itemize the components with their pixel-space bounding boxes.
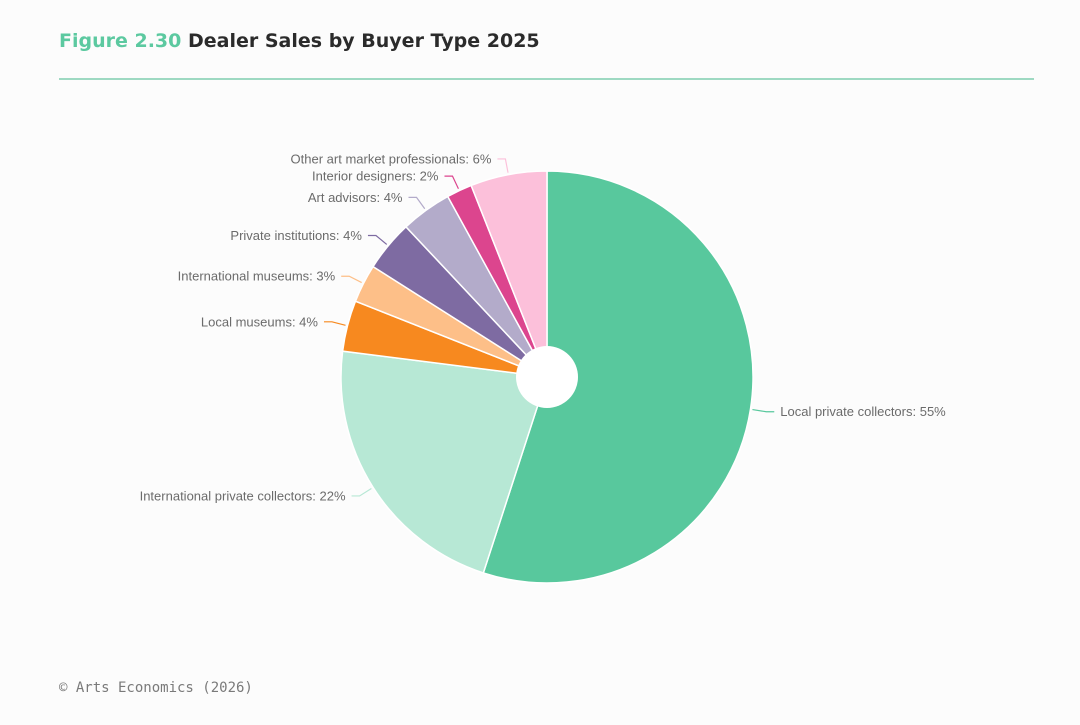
slice-label-private-institutions: Private institutions: 4% bbox=[230, 228, 362, 243]
header-rule bbox=[59, 78, 1034, 80]
leader-line-other-art-market-professionals bbox=[497, 158, 509, 173]
slice-label-local-private-collectors: Local private collectors: 55% bbox=[780, 404, 946, 419]
figure-number: Figure 2.30 bbox=[59, 30, 182, 52]
slice-label-art-advisors: Art advisors: 4% bbox=[308, 190, 403, 205]
figure-title: Dealer Sales by Buyer Type 2025 bbox=[188, 30, 540, 52]
slice-label-interior-designers: Interior designers: 2% bbox=[312, 169, 439, 184]
figure-header: Figure 2.30 Dealer Sales by Buyer Type 2… bbox=[59, 30, 540, 52]
leader-line-local-private-collectors bbox=[752, 408, 775, 413]
chart-labels: Local private collectors: 55% Internation… bbox=[140, 151, 947, 503]
leader-line-international-museums bbox=[341, 275, 362, 284]
leader-line-international-private-collectors bbox=[351, 487, 372, 497]
slice-international-private-collectors bbox=[340, 350, 548, 574]
slice-local-private-collectors bbox=[482, 170, 754, 584]
chart-slices bbox=[340, 170, 754, 584]
slice-label-international-museums: International museums: 3% bbox=[178, 269, 336, 284]
slice-label-international-private-collectors: International private collectors: 22% bbox=[140, 488, 346, 503]
slice-label-local-museums: Local museums: 4% bbox=[201, 314, 318, 329]
leader-line-interior-designers bbox=[444, 175, 459, 190]
slice-other-art-market-professionals bbox=[470, 170, 548, 378]
leader-line-local-museums bbox=[323, 321, 346, 326]
slice-label-other-art-market-professionals: Other art market professionals: 6% bbox=[291, 151, 492, 166]
donut-hole bbox=[516, 346, 578, 408]
leader-line-art-advisors bbox=[408, 196, 426, 210]
leader-line-private-institutions bbox=[367, 234, 388, 245]
source-note: © Arts Economics (2026) bbox=[59, 680, 253, 696]
